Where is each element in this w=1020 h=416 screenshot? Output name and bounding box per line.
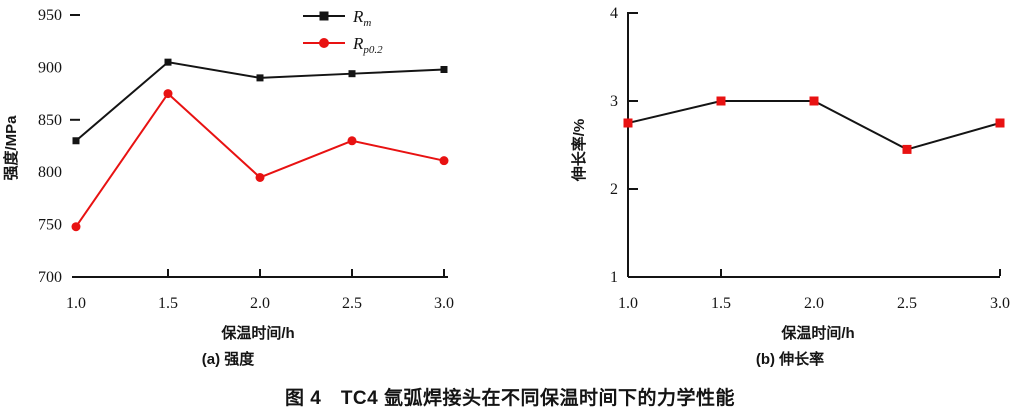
sub-caption: (a) 强度 xyxy=(202,350,256,368)
x-tick-label: 3.0 xyxy=(990,295,1010,312)
x-tick-label: 2.0 xyxy=(804,295,824,312)
x-axis-title: 保温时间/h xyxy=(780,324,854,342)
elongation-chart: 1.0 1.5 2.0 2.5 3.0 1 2 3 4 保温时间/h 伸长率/% (b) 伸长率 xyxy=(570,5,1010,368)
x-tick-label: 3.0 xyxy=(434,295,454,312)
strength-chart: 1.0 1.5 2.0 2.5 3.0 700 750 800 850 900 950 Rm Rp0.2… xyxy=(2,7,454,368)
data-point-marker xyxy=(256,74,264,82)
y-tick-label: 800 xyxy=(38,164,62,181)
data-point-marker xyxy=(348,70,356,78)
y-tick-label: 850 xyxy=(38,112,62,129)
data-point-marker xyxy=(623,118,633,128)
x-axis-title: 保温时间/h xyxy=(220,324,294,342)
data-point-marker xyxy=(71,222,81,232)
y-tick-label: 700 xyxy=(38,269,62,286)
y-tick-label: 900 xyxy=(38,59,62,76)
y-tick-label: 1 xyxy=(610,269,618,286)
x-tick-label: 2.5 xyxy=(342,295,362,312)
data-point-marker xyxy=(164,58,172,66)
y-tick-label: 3 xyxy=(610,93,618,110)
legend-marker xyxy=(319,11,329,21)
data-point-marker xyxy=(72,137,80,145)
legend-label: Rp0.2 xyxy=(352,34,383,56)
data-point-marker xyxy=(347,136,357,146)
data-point-marker xyxy=(439,156,449,166)
y-tick-label: 2 xyxy=(610,181,618,198)
legend-label: Rm xyxy=(352,7,371,29)
sub-caption: (b) 伸长率 xyxy=(756,350,824,368)
data-point-marker xyxy=(440,65,448,73)
data-point-marker xyxy=(995,118,1005,128)
data-point-marker xyxy=(716,96,726,106)
x-tick-label: 1.5 xyxy=(711,295,731,312)
y-axis-title: 伸长率/% xyxy=(570,119,588,183)
series-line xyxy=(75,92,445,228)
x-tick-label: 2.0 xyxy=(250,295,270,312)
data-point-marker xyxy=(163,89,173,99)
y-axis-title: 强度/MPa xyxy=(2,115,20,181)
y-tick-label: 750 xyxy=(38,217,62,234)
figure-caption: 图 4 TC4 氩弧焊接头在不同保温时间下的力学性能 xyxy=(284,388,736,409)
series-line xyxy=(75,61,445,142)
data-point-marker xyxy=(809,96,819,106)
x-tick-label: 2.5 xyxy=(897,295,917,312)
data-point-marker xyxy=(255,172,265,182)
legend-marker xyxy=(319,38,329,48)
x-tick-label: 1.5 xyxy=(158,295,178,312)
y-tick-label: 4 xyxy=(610,5,618,22)
x-tick-label: 1.0 xyxy=(66,295,86,312)
data-point-marker xyxy=(902,144,912,154)
y-tick-label: 950 xyxy=(38,7,62,24)
x-tick-label: 1.0 xyxy=(618,295,638,312)
series-line xyxy=(627,100,1001,151)
